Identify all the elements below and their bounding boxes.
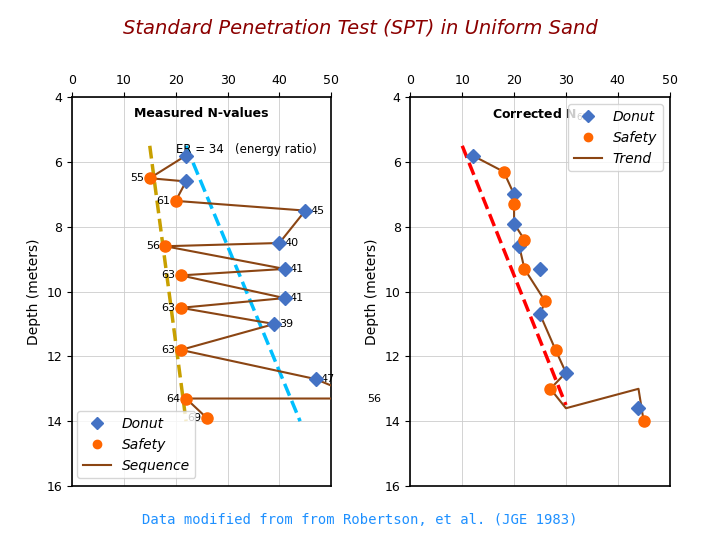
Text: 63: 63	[162, 303, 176, 313]
Text: 61: 61	[156, 196, 171, 206]
Text: 47: 47	[321, 374, 335, 384]
Text: 41: 41	[289, 264, 304, 274]
Text: Corrected N$_{60}$: Corrected N$_{60}$	[492, 107, 588, 123]
Text: 63: 63	[162, 345, 176, 355]
Text: 64: 64	[167, 394, 181, 403]
Text: Standard Penetration Test (SPT) in Uniform Sand: Standard Penetration Test (SPT) in Unifo…	[122, 19, 598, 38]
Legend: Donut, Safety, Trend: Donut, Safety, Trend	[568, 104, 662, 171]
Text: 41: 41	[289, 293, 304, 303]
Text: Measured N-values: Measured N-values	[135, 107, 269, 120]
Text: 55: 55	[130, 173, 145, 183]
Legend: Donut, Safety, Sequence: Donut, Safety, Sequence	[77, 411, 195, 478]
Text: 45: 45	[310, 206, 325, 215]
Text: 69: 69	[187, 413, 202, 423]
Text: 56: 56	[146, 241, 160, 251]
Text: 40: 40	[284, 238, 299, 248]
Y-axis label: Depth (meters): Depth (meters)	[27, 238, 41, 345]
Text: 39: 39	[279, 319, 294, 329]
Text: 63: 63	[162, 271, 176, 280]
Y-axis label: Depth (meters): Depth (meters)	[365, 238, 379, 345]
Text: ER = 34   (energy ratio): ER = 34 (energy ratio)	[176, 143, 316, 156]
Text: Data modified from from Robertson, et al. (JGE 1983): Data modified from from Robertson, et al…	[143, 512, 577, 526]
Text: 56: 56	[367, 394, 382, 403]
